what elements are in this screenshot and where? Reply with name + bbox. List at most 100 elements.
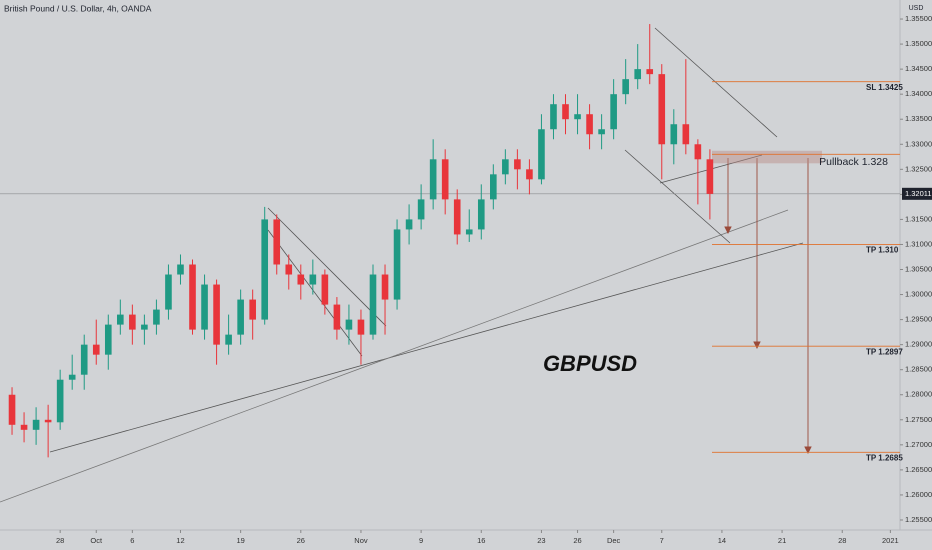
candle-body (92, 344, 100, 355)
x-tick-label: Dec (607, 536, 621, 545)
candle-body (381, 274, 389, 300)
level-label: TP 1.310 (866, 246, 899, 255)
y-tick-label: 1.28000 (905, 390, 932, 399)
channel-line (267, 207, 387, 327)
y-axis-label: USD (909, 5, 924, 12)
candle-body (634, 69, 642, 80)
trendline (49, 242, 804, 453)
candle-body (297, 274, 305, 285)
candle-body (477, 199, 485, 230)
chart-title: British Pound / U.S. Dollar, 4h, OANDA (4, 3, 152, 13)
y-tick-label: 1.29500 (905, 315, 932, 324)
y-tick-label: 1.28500 (905, 365, 932, 374)
candle-body (429, 159, 437, 200)
candle-body (32, 419, 40, 430)
candle-body (333, 304, 341, 330)
candle-body (357, 319, 365, 335)
x-tick-label: 28 (56, 536, 64, 545)
candle-body (393, 229, 401, 300)
candle-body (502, 159, 509, 175)
last-price-label: 1.32011 (905, 189, 932, 198)
candle-body (80, 344, 88, 375)
y-tick-label: 1.31000 (905, 239, 932, 248)
candle-body (706, 159, 714, 194)
x-tick-label: Nov (354, 536, 368, 545)
candle-body (249, 299, 256, 320)
candle-body (261, 219, 269, 320)
trendline (0, 209, 789, 503)
y-tick-label: 1.30500 (905, 264, 932, 273)
candle-body (562, 104, 569, 120)
candle-body (225, 334, 232, 345)
arrow-head (753, 341, 761, 350)
x-tick-label: 7 (660, 536, 664, 545)
symbol-annotation: GBPUSD (543, 351, 637, 376)
channel-line (624, 149, 731, 244)
channel-line (267, 229, 363, 357)
candle-body (453, 199, 461, 235)
candle-body (405, 219, 413, 230)
y-tick-label: 1.34000 (905, 89, 932, 98)
y-tick-label: 1.27000 (905, 440, 932, 449)
channel-line (654, 27, 778, 138)
y-tick-label: 1.33500 (905, 114, 932, 123)
drawings (0, 27, 804, 503)
candle-body (670, 124, 678, 145)
x-tick-label: 12 (176, 536, 184, 545)
x-tick-label: 16 (477, 536, 485, 545)
candle-body (129, 314, 136, 330)
y-tick-label: 1.25500 (905, 515, 932, 524)
candle-body (598, 129, 605, 135)
candle-body (490, 174, 497, 200)
candle-body (177, 264, 184, 275)
x-tick-label: Oct (90, 536, 103, 545)
x-tick-label: 6 (130, 536, 134, 545)
arrow-head (804, 446, 812, 455)
x-tick-label: 14 (718, 536, 726, 545)
candle-body (104, 324, 112, 355)
y-tick-label: 1.32500 (905, 164, 932, 173)
candle-body (117, 314, 124, 325)
candle-body (8, 394, 16, 425)
candle-body (622, 79, 629, 95)
level-label: Pullback 1.328 (819, 156, 888, 168)
candle-body (417, 199, 425, 220)
x-tick-label: 23 (537, 536, 545, 545)
candle-body (465, 229, 473, 235)
y-tick-label: 1.29000 (905, 340, 932, 349)
candle-body (694, 144, 702, 160)
x-tick-label: 26 (297, 536, 305, 545)
x-tick-label: 9 (419, 536, 423, 545)
pullback-zone (712, 150, 822, 164)
y-tick-label: 1.27500 (905, 415, 932, 424)
x-tick-label: 19 (236, 536, 244, 545)
candle-body (574, 114, 581, 120)
y-tick-label: 1.30000 (905, 290, 932, 299)
x-tick-label: 28 (838, 536, 846, 545)
candle-body (682, 124, 690, 145)
candle-body (189, 264, 196, 330)
candle-body (441, 159, 449, 200)
candle-body (309, 274, 317, 285)
y-tick-label: 1.26500 (905, 465, 932, 474)
x-tick-label: 2021 (882, 536, 899, 545)
level-label: TP 1.2897 (866, 347, 903, 356)
candle-body (586, 114, 593, 135)
x-tick-label: 21 (778, 536, 786, 545)
target-arrows (724, 158, 812, 455)
candle-body (658, 74, 666, 145)
y-tick-label: 1.33000 (905, 139, 932, 148)
candle-body (20, 424, 28, 430)
candle-body (44, 419, 52, 423)
candle-body (141, 324, 148, 330)
candle-body (369, 274, 377, 335)
level-label: TP 1.2685 (866, 453, 903, 462)
y-tick-label: 1.31500 (905, 214, 932, 223)
candle-body (538, 129, 545, 180)
arrow-head (724, 226, 732, 235)
y-tick-label: 1.26000 (905, 490, 932, 499)
candle-body (153, 309, 160, 325)
